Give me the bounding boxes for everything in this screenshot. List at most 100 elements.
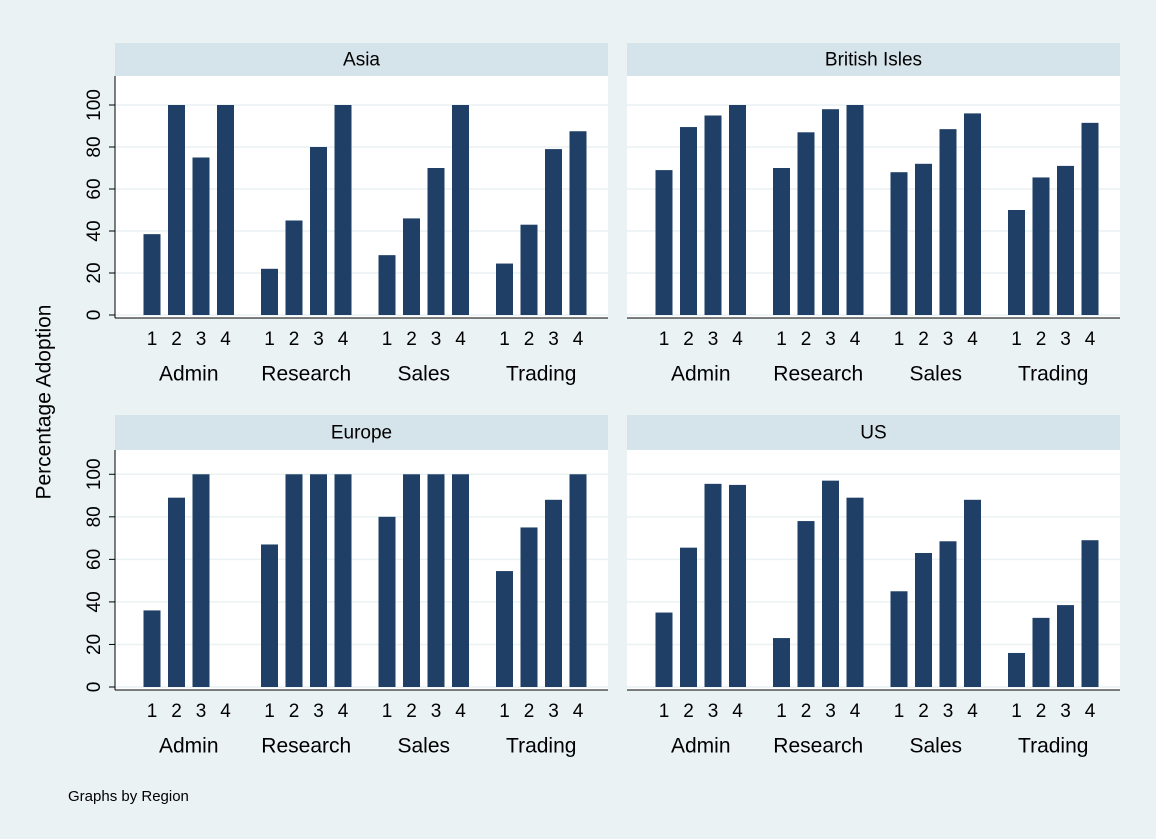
x-tick-label: 2 — [171, 329, 182, 350]
bar — [797, 521, 815, 687]
x-tick-label: 3 — [313, 701, 324, 722]
bar — [496, 263, 513, 315]
x-tick-label: 3 — [313, 329, 324, 350]
x-tick-label: 4 — [220, 329, 231, 350]
x-tick-label: 4 — [850, 329, 861, 350]
x-tick-label: 2 — [683, 329, 694, 350]
bar — [427, 474, 445, 687]
group-label: Research — [261, 735, 351, 758]
bar — [797, 132, 815, 315]
group-label: Sales — [397, 363, 450, 386]
x-tick-label: 1 — [264, 701, 275, 722]
x-tick-label: 1 — [147, 701, 158, 722]
x-tick-label: 3 — [708, 701, 719, 722]
y-tick-label: 0 — [84, 310, 105, 321]
bar — [822, 109, 839, 315]
bar — [890, 172, 908, 315]
bar — [168, 497, 185, 687]
panel-title: US — [860, 423, 886, 444]
x-tick-label: 1 — [776, 701, 787, 722]
bar — [545, 499, 562, 687]
x-tick-label: 3 — [825, 701, 836, 722]
group-label: Trading — [506, 363, 576, 386]
bar — [569, 131, 587, 315]
x-tick-label: 1 — [776, 329, 787, 350]
bar — [704, 115, 722, 315]
bar — [964, 499, 981, 687]
group-label: Trading — [1018, 735, 1088, 758]
bar — [939, 541, 957, 687]
bar — [964, 113, 981, 316]
x-tick-label: 1 — [147, 329, 158, 350]
group-label: Admin — [159, 735, 219, 758]
bar — [143, 610, 161, 687]
panel-title: Asia — [343, 50, 380, 71]
bar — [729, 105, 746, 315]
x-tick-label: 3 — [708, 329, 719, 350]
x-tick-label: 4 — [1085, 701, 1096, 722]
bar — [1008, 210, 1025, 315]
bar — [520, 224, 538, 315]
x-tick-label: 2 — [406, 329, 417, 350]
bar — [939, 129, 957, 315]
bar — [168, 105, 185, 315]
x-tick-label: 1 — [894, 329, 905, 350]
bar — [378, 255, 396, 315]
x-tick-label: 2 — [171, 701, 182, 722]
y-tick-label: 100 — [84, 89, 105, 121]
bar — [403, 474, 420, 687]
x-tick-label: 2 — [289, 701, 300, 722]
x-tick-label: 2 — [918, 329, 929, 350]
x-tick-label: 1 — [382, 701, 393, 722]
x-tick-label: 1 — [1011, 701, 1022, 722]
x-tick-label: 2 — [524, 329, 535, 350]
bar — [427, 168, 445, 315]
y-tick-label: 80 — [84, 136, 105, 157]
bar — [846, 105, 864, 315]
x-tick-label: 2 — [524, 701, 535, 722]
note: Graphs by Region — [68, 788, 189, 805]
x-tick-label: 1 — [1011, 329, 1022, 350]
group-label: Admin — [671, 363, 731, 386]
x-tick-label: 3 — [548, 329, 559, 350]
y-tick-label: 20 — [84, 634, 105, 655]
x-tick-label: 4 — [967, 329, 978, 350]
panel-title: Europe — [331, 423, 392, 444]
x-tick-label: 4 — [732, 329, 743, 350]
x-tick-label: 4 — [1085, 329, 1096, 350]
x-tick-label: 3 — [1060, 701, 1071, 722]
bar — [261, 268, 278, 315]
group-label: Trading — [1018, 363, 1088, 386]
y-tick-label: 20 — [84, 262, 105, 283]
x-tick-label: 2 — [801, 701, 812, 722]
bar — [378, 516, 396, 687]
x-tick-label: 4 — [573, 329, 584, 350]
bar — [310, 474, 327, 687]
bar — [1081, 540, 1099, 687]
bar — [1057, 165, 1074, 315]
x-tick-label: 4 — [573, 701, 584, 722]
group-label: Admin — [159, 363, 219, 386]
bar — [452, 105, 469, 315]
bar — [915, 552, 932, 687]
bar — [496, 571, 513, 687]
bar — [1032, 617, 1050, 687]
x-tick-label: 4 — [220, 701, 231, 722]
x-tick-label: 1 — [382, 329, 393, 350]
bar — [217, 105, 234, 315]
y-tick-label: 40 — [84, 220, 105, 241]
x-tick-label: 1 — [499, 701, 510, 722]
bar — [1081, 122, 1099, 315]
group-label: Research — [261, 363, 351, 386]
bar — [1032, 177, 1050, 315]
x-tick-label: 3 — [431, 329, 442, 350]
x-tick-label: 3 — [943, 329, 954, 350]
x-tick-label: 1 — [499, 329, 510, 350]
x-tick-label: 4 — [850, 701, 861, 722]
x-tick-label: 2 — [406, 701, 417, 722]
y-tick-label: 80 — [84, 506, 105, 527]
bar — [334, 105, 352, 315]
bar — [310, 147, 327, 315]
